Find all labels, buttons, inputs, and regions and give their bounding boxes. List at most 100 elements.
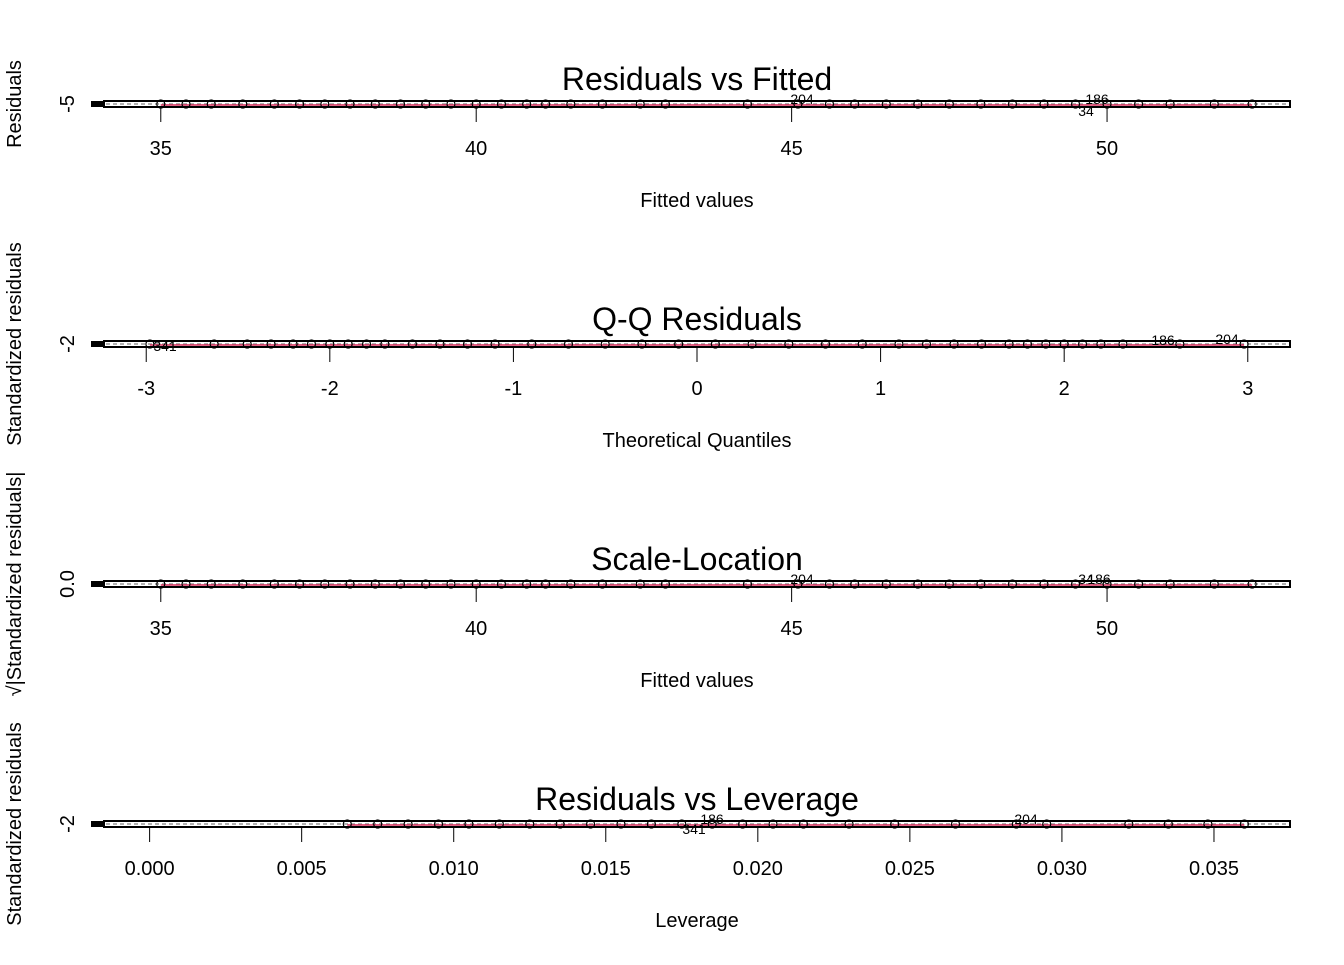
x-axis-label: Fitted values (640, 190, 753, 212)
data-point (824, 579, 835, 589)
data-point (342, 819, 352, 829)
data-point (395, 99, 406, 109)
data-point (206, 579, 216, 589)
data-point (1247, 579, 1257, 589)
data-point (707, 819, 717, 829)
data-point (206, 99, 216, 109)
data-point (563, 339, 574, 349)
data-point (850, 579, 860, 589)
x-tick-label: 0.020 (733, 858, 783, 880)
data-point (380, 339, 390, 349)
data-point (635, 99, 645, 109)
x-tick-label: -2 (321, 378, 339, 400)
data-point (522, 579, 532, 589)
data-point (266, 339, 276, 349)
data-point (294, 579, 305, 589)
data-point (738, 819, 748, 829)
data-point (306, 339, 317, 349)
data-point (857, 339, 867, 349)
y-tick-label: -2 (57, 815, 79, 833)
data-point (976, 339, 987, 349)
data-point (494, 819, 504, 829)
point-label: 186 (1085, 91, 1109, 107)
data-point (1209, 579, 1219, 589)
data-point (496, 579, 507, 589)
data-point (343, 339, 353, 349)
data-point (540, 99, 551, 109)
data-point (1039, 99, 1049, 109)
data-point (976, 99, 986, 109)
data-point (646, 819, 656, 829)
data-point (1118, 339, 1128, 349)
data-point (345, 99, 355, 109)
data-point (1007, 99, 1018, 109)
data-point (496, 99, 507, 109)
x-tick-label: 2 (1059, 378, 1070, 400)
data-point (269, 99, 279, 109)
point-label: 204 (790, 571, 814, 587)
data-point (784, 339, 794, 349)
x-tick-label: 3 (1242, 378, 1253, 400)
data-point (320, 579, 330, 589)
x-tick-label: 40 (465, 618, 487, 640)
data-point (890, 819, 900, 829)
data-point (949, 339, 959, 349)
data-point (320, 99, 330, 109)
x-tick-label: 0.010 (429, 858, 479, 880)
data-point (446, 579, 456, 589)
data-point (361, 339, 372, 349)
data-point (1209, 99, 1219, 109)
data-point (1041, 339, 1051, 349)
panel-title: Q-Q Residuals (592, 301, 802, 337)
data-point (462, 339, 473, 349)
data-point (674, 339, 684, 349)
data-point (1011, 819, 1021, 829)
y-axis-label: Residuals (4, 60, 26, 148)
data-point (747, 339, 757, 349)
data-point (555, 819, 565, 829)
y-tick-label: -2 (57, 335, 79, 353)
data-point (1165, 579, 1175, 589)
point-label: 186 (700, 811, 724, 827)
data-point (181, 579, 191, 589)
data-point (209, 339, 219, 349)
data-point (1175, 339, 1185, 349)
data-point (597, 99, 607, 109)
x-tick-label: 0.030 (1037, 858, 1087, 880)
x-tick-label: 0.005 (277, 858, 327, 880)
x-axis-label: Theoretical Quantiles (603, 430, 792, 452)
x-tick-label: 40 (465, 138, 487, 160)
data-point (1163, 819, 1173, 829)
data-point (1039, 579, 1049, 589)
x-tick-label: 45 (781, 618, 803, 640)
data-point (798, 819, 809, 829)
point-label: 204 (790, 91, 814, 107)
data-point (1124, 819, 1134, 829)
x-tick-label: 0.015 (581, 858, 631, 880)
data-point (145, 339, 155, 349)
data-point (1247, 99, 1257, 109)
x-tick-label: 0.025 (885, 858, 935, 880)
data-point (395, 579, 406, 589)
data-point (976, 579, 986, 589)
data-point (435, 339, 445, 349)
data-point (433, 819, 444, 829)
point-label: 204 (1215, 331, 1239, 347)
data-point (1133, 579, 1144, 589)
panel-title: Residuals vs Fitted (562, 61, 832, 97)
data-point (540, 579, 551, 589)
data-point (238, 579, 248, 589)
data-point (844, 819, 854, 829)
data-point (950, 819, 961, 829)
data-point (913, 579, 923, 589)
data-point (850, 99, 860, 109)
point-label: 34 (1078, 103, 1094, 119)
x-tick-label: -3 (137, 378, 155, 400)
data-point (585, 819, 596, 829)
data-point (421, 99, 431, 109)
point-label: 341 (682, 821, 706, 837)
data-point (407, 339, 418, 349)
point-label: 34 (1078, 571, 1094, 587)
data-point (793, 579, 803, 589)
